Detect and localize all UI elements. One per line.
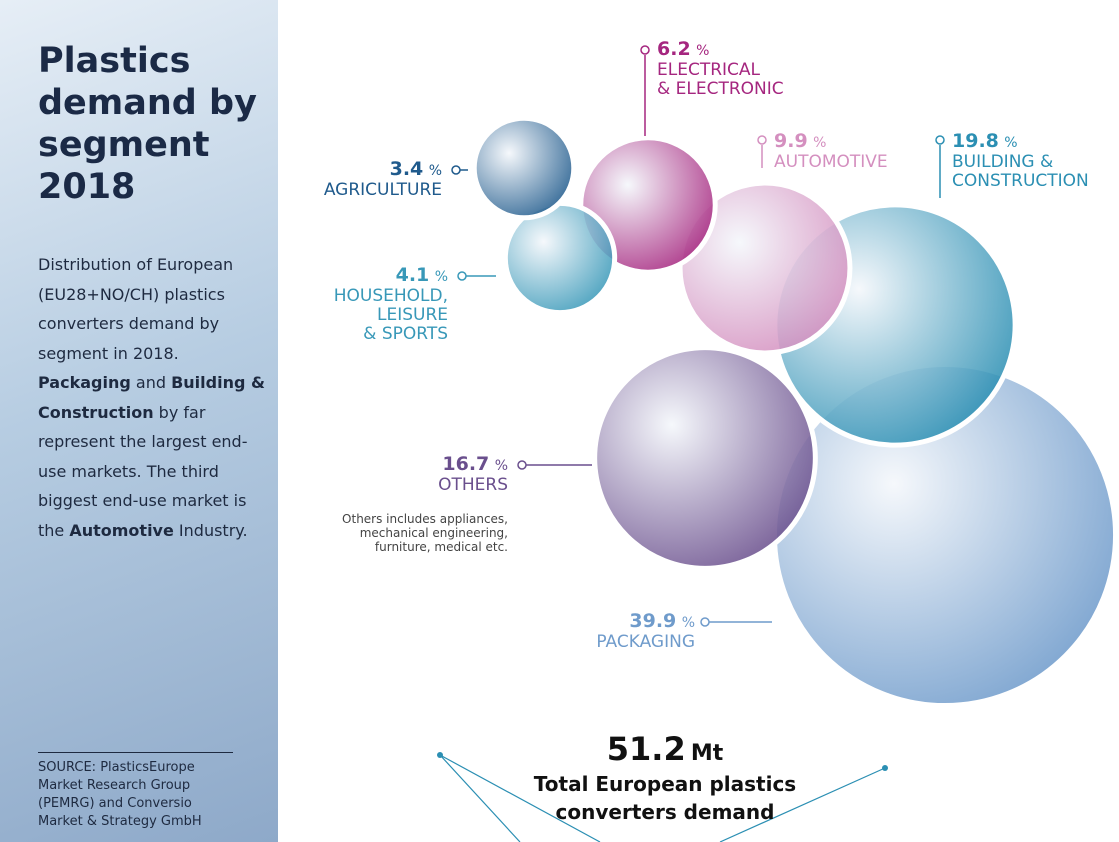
category-label: OTHERS (438, 475, 508, 495)
category-label: AUTOMOTIVE (774, 152, 888, 172)
decor-dot (882, 765, 888, 771)
value-label: 39.9 (629, 610, 676, 632)
segment-label: 3.4 %AGRICULTURE (324, 160, 442, 200)
total: 51.2 Mt Total European plastics converte… (465, 730, 865, 826)
value-label: 3.4 (390, 158, 424, 180)
others-note: Others includes appliances, mechanical e… (308, 512, 508, 554)
category-label: BUILDING & CONSTRUCTION (952, 152, 1089, 191)
connector-dot (518, 461, 526, 469)
unit-label: % (435, 269, 448, 285)
segment-label: 19.8 %BUILDING & CONSTRUCTION (952, 132, 1089, 191)
segment-label: 39.9 %PACKAGING (596, 612, 695, 652)
segment-label: 16.7 %OTHERS (438, 455, 508, 495)
bubble (595, 348, 816, 569)
total-label: Total European plastics converters deman… (515, 770, 815, 826)
unit-label: % (1004, 135, 1017, 151)
category-label: AGRICULTURE (324, 180, 442, 200)
decor-dot (437, 752, 443, 758)
total-value: 51.2 (607, 730, 686, 768)
connector-dot (641, 46, 649, 54)
category-label: HOUSEHOLD, LEISURE & SPORTS (334, 286, 448, 344)
unit-label: % (495, 458, 508, 474)
connector-dot (701, 618, 709, 626)
unit-label: % (813, 135, 826, 151)
value-label: 19.8 (952, 130, 999, 152)
chart (0, 0, 1119, 842)
bubble (474, 118, 574, 218)
unit-label: % (429, 163, 442, 179)
connector-dot (452, 166, 460, 174)
segment-label: 9.9 %AUTOMOTIVE (774, 132, 888, 172)
segment-label: 6.2 %ELECTRICAL & ELECTRONIC (657, 40, 784, 99)
category-label: ELECTRICAL & ELECTRONIC (657, 60, 784, 99)
segment-label: 4.1 %HOUSEHOLD, LEISURE & SPORTS (334, 266, 448, 344)
total-unit: Mt (691, 741, 723, 766)
unit-label: % (682, 615, 695, 631)
category-label: PACKAGING (596, 632, 695, 652)
unit-label: % (696, 43, 709, 59)
value-label: 9.9 (774, 130, 808, 152)
value-label: 6.2 (657, 38, 691, 60)
page: Plastics demand by segment 2018 Distribu… (0, 0, 1119, 842)
connector-dot (758, 136, 766, 144)
connector-dot (458, 272, 466, 280)
value-label: 16.7 (442, 453, 489, 475)
connector-dot (936, 136, 944, 144)
value-label: 4.1 (396, 264, 430, 286)
